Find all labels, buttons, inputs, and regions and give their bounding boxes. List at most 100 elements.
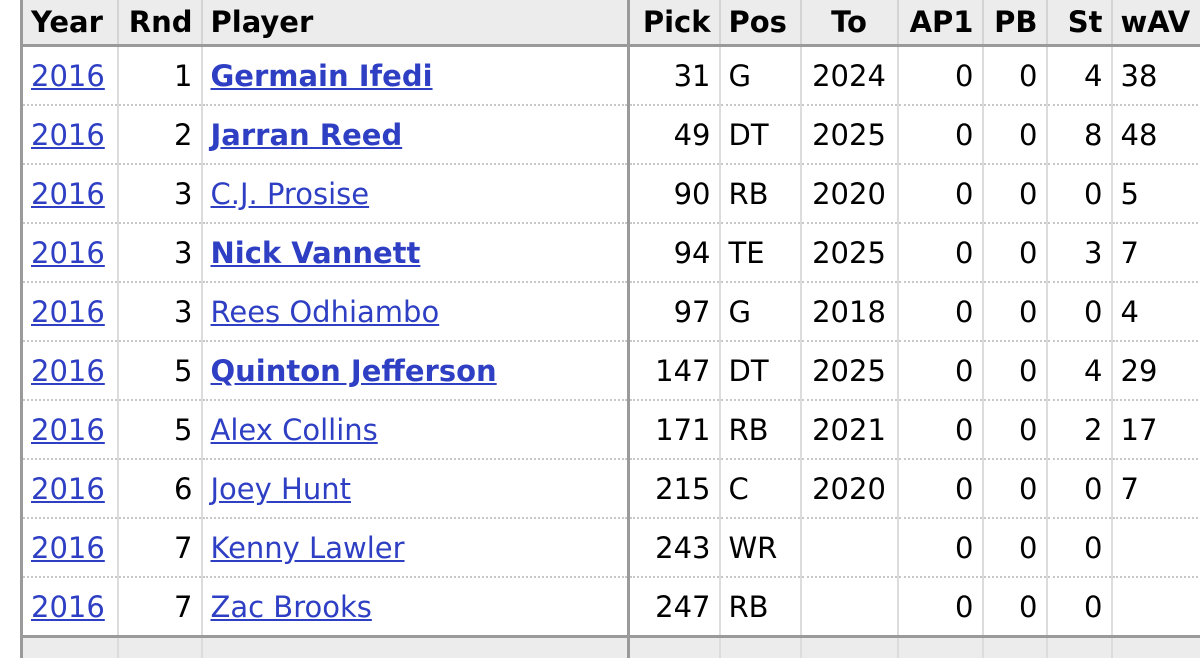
year-cell: 2016 [20, 577, 119, 638]
rnd-cell: 5 [117, 400, 203, 460]
year-cell: 2016 [20, 341, 119, 401]
pick-cell: 243 [628, 518, 721, 578]
rnd-cell: 7 [117, 518, 203, 578]
pick-cell: 90 [628, 164, 721, 224]
to-cell: 2024 [800, 45, 899, 106]
st-cell: 0 [1046, 459, 1113, 519]
year-link[interactable]: 2016 [31, 294, 105, 329]
to-cell: 2025 [800, 223, 899, 283]
table-row: 2016 3 Rees Odhiambo 97 G 2018 0 0 0 4 [20, 282, 1200, 342]
st-cell: 8 [1046, 105, 1113, 165]
footer-stub-cell [201, 635, 630, 658]
ap1-cell: 0 [897, 459, 984, 519]
player-cell: Alex Collins [201, 400, 630, 460]
header-player[interactable]: Player [201, 0, 630, 47]
to-cell [800, 518, 899, 578]
to-cell: 2020 [800, 164, 899, 224]
ap1-cell: 0 [897, 223, 984, 283]
table-footer-stub [20, 635, 1200, 658]
to-cell: 2025 [800, 341, 899, 401]
wav-cell: 4 [1111, 282, 1200, 342]
wav-cell: 29 [1111, 341, 1200, 401]
player-cell: C.J. Prosise [201, 164, 630, 224]
table-body: 2016 1 Germain Ifedi 31 G 2024 0 0 4 38 2016 2 Jarra… [20, 45, 1200, 658]
ap1-cell: 0 [897, 282, 984, 342]
header-ap1[interactable]: AP1 [897, 0, 984, 47]
footer-stub-cell [1111, 635, 1200, 658]
wav-cell: 17 [1111, 400, 1200, 460]
table-row: 2016 7 Zac Brooks 247 RB 0 0 0 [20, 577, 1200, 638]
to-cell: 2025 [800, 105, 899, 165]
player-link[interactable]: Jarran Reed [210, 117, 403, 152]
header-pos[interactable]: Pos [719, 0, 802, 47]
pb-cell: 0 [982, 341, 1048, 401]
table-row: 2016 5 Quinton Jefferson 147 DT 2025 0 0 4 29 [20, 341, 1200, 401]
rnd-cell: 1 [117, 45, 203, 106]
year-link[interactable]: 2016 [31, 471, 105, 506]
player-link[interactable]: Joey Hunt [210, 471, 351, 506]
footer-stub-cell [982, 635, 1048, 658]
st-cell: 0 [1046, 164, 1113, 224]
year-link[interactable]: 2016 [31, 176, 105, 211]
ap1-cell: 0 [897, 164, 984, 224]
year-link[interactable]: 2016 [31, 589, 105, 624]
table-row: 2016 5 Alex Collins 171 RB 2021 0 0 2 17 [20, 400, 1200, 460]
wav-cell: 7 [1111, 223, 1200, 283]
rnd-cell: 2 [117, 105, 203, 165]
header-pick[interactable]: Pick [628, 0, 721, 47]
player-link[interactable]: C.J. Prosise [210, 176, 370, 211]
header-to[interactable]: To [800, 0, 899, 47]
header-st[interactable]: St [1046, 0, 1113, 47]
footer-stub-cell [628, 635, 721, 658]
footer-stub-cell [800, 635, 899, 658]
pb-cell: 0 [982, 45, 1048, 106]
rnd-cell: 3 [117, 223, 203, 283]
year-cell: 2016 [20, 518, 119, 578]
to-cell: 2020 [800, 459, 899, 519]
pb-cell: 0 [982, 400, 1048, 460]
player-link[interactable]: Rees Odhiambo [210, 294, 440, 329]
ap1-cell: 0 [897, 45, 984, 106]
pos-cell: RB [719, 577, 802, 638]
player-cell: Jarran Reed [201, 105, 630, 165]
header-rnd[interactable]: Rnd [117, 0, 203, 47]
table-row: 2016 6 Joey Hunt 215 C 2020 0 0 0 7 [20, 459, 1200, 519]
player-link[interactable]: Kenny Lawler [210, 530, 405, 565]
draft-picks-table: Year Rnd Player Pick Pos To AP1 PB St wA… [20, 0, 1200, 658]
rnd-cell: 3 [117, 282, 203, 342]
year-link[interactable]: 2016 [31, 530, 105, 565]
player-link[interactable]: Nick Vannett [210, 235, 421, 270]
pick-cell: 247 [628, 577, 721, 638]
header-wav[interactable]: wAV [1111, 0, 1200, 47]
header-pb[interactable]: PB [982, 0, 1048, 47]
wav-cell: 7 [1111, 459, 1200, 519]
year-cell: 2016 [20, 45, 119, 106]
year-link[interactable]: 2016 [31, 58, 105, 93]
pos-cell: DT [719, 341, 802, 401]
year-link[interactable]: 2016 [31, 412, 105, 447]
st-cell: 2 [1046, 400, 1113, 460]
year-cell: 2016 [20, 105, 119, 165]
pick-cell: 147 [628, 341, 721, 401]
player-link[interactable]: Zac Brooks [210, 589, 372, 624]
header-year[interactable]: Year [20, 0, 119, 47]
st-cell: 4 [1046, 341, 1113, 401]
wav-cell: 38 [1111, 45, 1200, 106]
pos-cell: DT [719, 105, 802, 165]
year-link[interactable]: 2016 [31, 353, 105, 388]
year-cell: 2016 [20, 164, 119, 224]
to-cell [800, 577, 899, 638]
year-link[interactable]: 2016 [31, 235, 105, 270]
pick-cell: 94 [628, 223, 721, 283]
pos-cell: G [719, 282, 802, 342]
player-link[interactable]: Germain Ifedi [210, 58, 433, 93]
player-link[interactable]: Quinton Jefferson [210, 353, 497, 388]
pos-cell: G [719, 45, 802, 106]
year-link[interactable]: 2016 [31, 117, 105, 152]
year-cell: 2016 [20, 282, 119, 342]
to-cell: 2018 [800, 282, 899, 342]
player-link[interactable]: Alex Collins [210, 412, 378, 447]
player-cell: Quinton Jefferson [201, 341, 630, 401]
st-cell: 0 [1046, 282, 1113, 342]
pos-cell: C [719, 459, 802, 519]
